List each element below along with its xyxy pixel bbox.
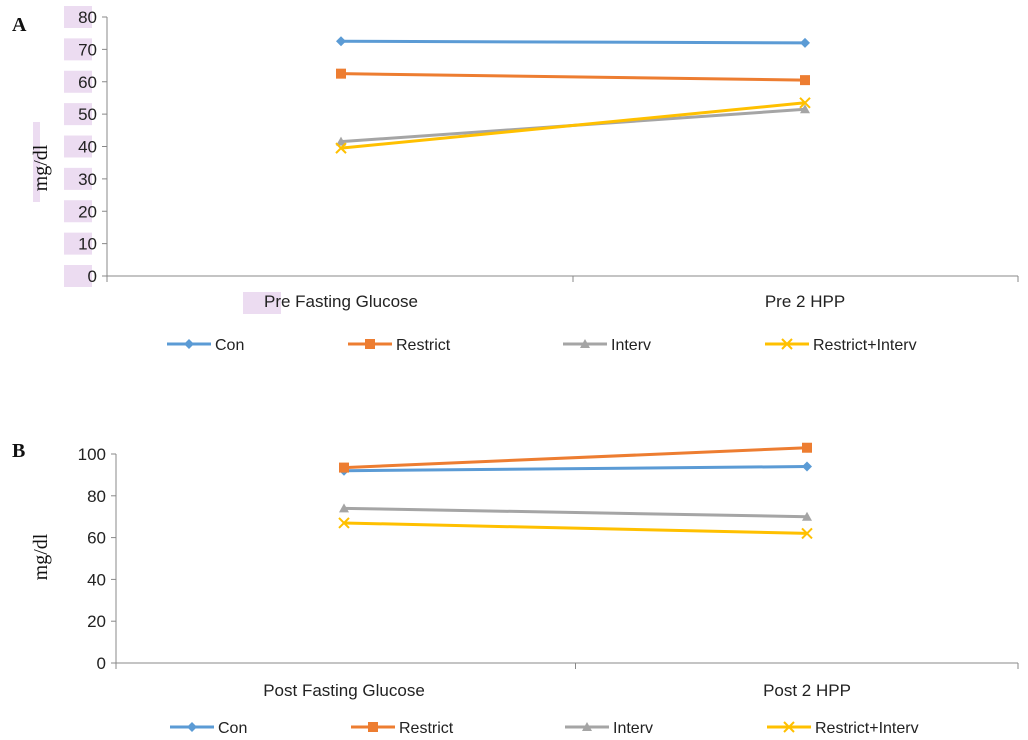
data-point bbox=[801, 527, 813, 540]
y-tick-label: 30 bbox=[78, 170, 97, 189]
x-category-label: Post Fasting Glucose bbox=[263, 681, 425, 700]
legend-label: Restrict bbox=[396, 337, 451, 354]
y-tick-label: 10 bbox=[78, 235, 97, 254]
panel-label: B bbox=[12, 440, 25, 462]
legend-item: Restrict bbox=[348, 337, 451, 354]
y-tick-label: 40 bbox=[78, 138, 97, 157]
legend-label: Restrict bbox=[399, 720, 454, 737]
tick-highlight bbox=[64, 38, 92, 61]
y-tick-label: 20 bbox=[78, 202, 97, 221]
legend-marker bbox=[365, 339, 375, 349]
y-tick-label: 80 bbox=[87, 487, 106, 506]
data-point bbox=[800, 75, 810, 86]
data-point bbox=[802, 442, 812, 453]
panel-label: A bbox=[12, 14, 27, 36]
series-line-interv bbox=[343, 506, 808, 519]
data-point bbox=[339, 503, 349, 513]
legend-item: Interv bbox=[565, 720, 653, 737]
y-tick-label: 60 bbox=[78, 73, 97, 92]
tick-highlight bbox=[64, 200, 92, 223]
y-tick-label: 0 bbox=[97, 654, 106, 673]
legend-item: Interv bbox=[563, 337, 651, 354]
y-tick-label: 60 bbox=[87, 529, 106, 548]
legend-item: Restrict+Interv bbox=[767, 720, 919, 737]
tick-highlight bbox=[64, 265, 92, 287]
y-axis-label: mg/dl bbox=[30, 144, 52, 191]
tick-highlight bbox=[64, 103, 92, 126]
tick-highlight bbox=[64, 167, 92, 190]
legend-label: Restrict+Interv bbox=[813, 337, 917, 354]
tick-highlight bbox=[64, 70, 92, 93]
label-highlight bbox=[33, 122, 40, 202]
legend-item: Restrict+Interv bbox=[765, 337, 917, 354]
legend-label: Restrict+Interv bbox=[815, 720, 919, 737]
data-point bbox=[335, 142, 347, 154]
x-category-label: Pre Fasting Glucose bbox=[264, 292, 418, 311]
y-tick-label: 50 bbox=[78, 105, 97, 124]
legend-marker bbox=[368, 722, 378, 732]
legend-marker bbox=[184, 339, 194, 349]
data-point bbox=[802, 511, 812, 521]
legend-label: Interv bbox=[611, 337, 651, 354]
legend-marker bbox=[582, 722, 592, 731]
legend-label: Con bbox=[215, 337, 244, 354]
data-point bbox=[802, 461, 812, 472]
y-tick-label: 20 bbox=[87, 612, 106, 631]
chart-panel-a: Amg/dl 0 10 20 30 40 50 60 70 80 Pre Fasting Gluco… bbox=[12, 6, 1019, 354]
legend-marker bbox=[781, 338, 793, 350]
y-tick-label: 70 bbox=[78, 40, 97, 59]
data-point bbox=[800, 104, 810, 114]
legend-item: Con bbox=[167, 337, 244, 354]
legend-item: Con bbox=[170, 720, 247, 737]
tick-highlight bbox=[64, 232, 92, 255]
legend-marker bbox=[783, 721, 795, 733]
data-point bbox=[336, 36, 346, 47]
x-category-label: Post 2 HPP bbox=[763, 681, 851, 700]
legend-marker bbox=[580, 339, 590, 348]
series-line-restrict-interv bbox=[343, 521, 808, 535]
y-tick-label: 80 bbox=[78, 8, 97, 27]
series-line-con bbox=[340, 39, 806, 45]
y-axis-label: mg/dl bbox=[30, 533, 52, 580]
tick-highlight bbox=[64, 135, 92, 158]
category-highlight bbox=[243, 292, 281, 314]
series-line-restrict-interv bbox=[340, 101, 806, 150]
legend-label: Interv bbox=[613, 720, 653, 737]
data-point bbox=[799, 97, 811, 109]
tick-highlight bbox=[64, 6, 92, 28]
legend-item: Restrict bbox=[351, 720, 454, 737]
data-point bbox=[338, 517, 350, 529]
y-tick-label: 0 bbox=[88, 267, 97, 286]
legend-marker bbox=[187, 722, 197, 732]
y-tick-label: 40 bbox=[87, 570, 106, 589]
data-point bbox=[336, 68, 346, 79]
legend-label: Con bbox=[218, 720, 247, 737]
y-tick-label: 100 bbox=[78, 445, 106, 464]
series-line-restrict bbox=[343, 446, 808, 470]
data-point bbox=[339, 462, 349, 473]
x-category-label: Pre 2 HPP bbox=[765, 292, 845, 311]
series-line-restrict bbox=[340, 72, 806, 82]
chart-panel-b: Bmg/dl 0 20 40 60 80 100 Post Fasting Glucose Po… bbox=[12, 440, 1019, 737]
series-line-con bbox=[343, 465, 808, 473]
data-point bbox=[336, 136, 346, 146]
data-point bbox=[800, 37, 810, 48]
